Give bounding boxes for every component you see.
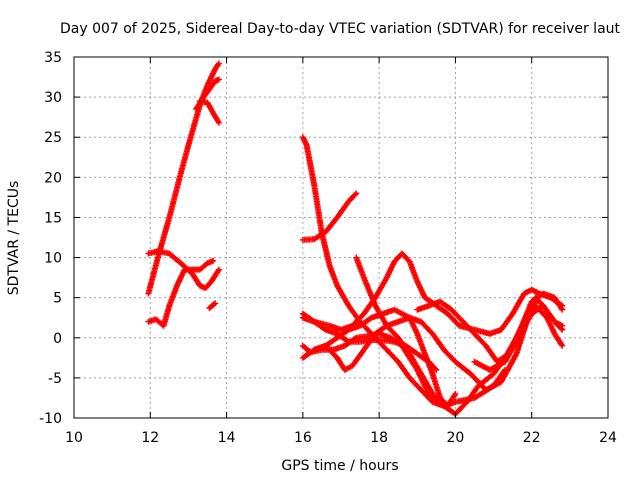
x-tick-label: 18	[370, 430, 388, 446]
y-tick-label: 30	[44, 90, 62, 106]
chart-title: Day 007 of 2025, Sidereal Day-to-day VTE…	[60, 21, 621, 37]
series-s8	[299, 190, 360, 243]
data-point	[215, 76, 222, 83]
data-point	[215, 60, 222, 67]
x-tick-label: 20	[447, 430, 465, 446]
series-s6	[206, 300, 219, 312]
x-tick-label: 22	[523, 430, 541, 446]
y-tick-label: -5	[48, 371, 62, 387]
y-tick-label: 25	[44, 130, 62, 146]
x-tick-label: 14	[218, 430, 236, 446]
series-s5	[145, 257, 217, 329]
x-tick-label: 16	[294, 430, 312, 446]
data-point	[352, 191, 359, 198]
x-tick-label: 24	[599, 430, 617, 446]
data-series	[145, 60, 566, 417]
data-point	[351, 335, 358, 342]
y-tick-label: 10	[44, 251, 62, 267]
data-point	[210, 301, 217, 308]
grid	[74, 57, 608, 418]
y-tick-label: 20	[44, 170, 62, 186]
data-point	[559, 322, 566, 329]
y-tick-label: 0	[53, 331, 62, 347]
data-point	[353, 190, 360, 197]
data-point	[559, 306, 566, 313]
y-tick-label: -10	[39, 411, 62, 427]
series-s1	[145, 60, 222, 297]
series-s13	[299, 250, 566, 337]
axis-ticks: 10 12 14 16 18 20 22 24 -10 -5 0 5 10 15 20 25 30 35	[39, 50, 617, 446]
data-point	[210, 257, 217, 264]
x-tick-label: 10	[65, 430, 83, 446]
data-point	[559, 342, 566, 349]
y-tick-label: 35	[44, 50, 62, 66]
y-axis-title: SDTVAR / TECUs	[6, 181, 22, 296]
series-s7	[299, 134, 509, 409]
y-tick-label: 5	[53, 291, 62, 307]
y-tick-label: 15	[44, 210, 62, 226]
data-point	[215, 119, 222, 126]
data-point	[433, 366, 440, 373]
series-s17	[509, 302, 566, 349]
series-s3	[196, 98, 222, 126]
plot-border	[73, 56, 609, 419]
data-point	[452, 390, 459, 397]
data-point	[212, 300, 219, 307]
data-point	[215, 266, 222, 273]
x-tick-label: 12	[141, 430, 159, 446]
x-axis-title: GPS time / hours	[281, 458, 398, 474]
